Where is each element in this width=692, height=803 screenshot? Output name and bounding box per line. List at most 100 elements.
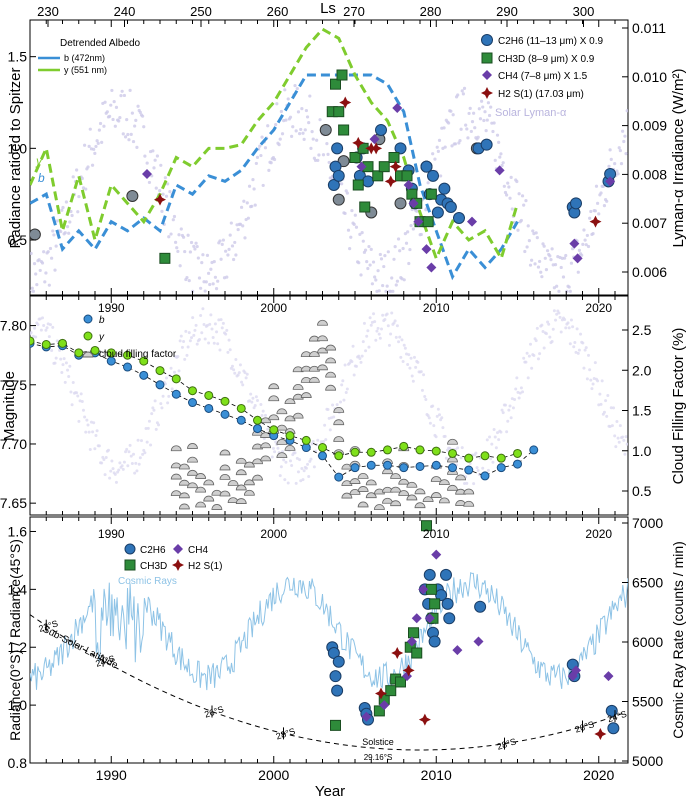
solar-background-point bbox=[167, 394, 171, 398]
solar-lyman-point bbox=[133, 124, 137, 128]
solar-lyman-point bbox=[267, 168, 271, 172]
h2-point bbox=[589, 215, 602, 228]
cloud-factor-point bbox=[187, 456, 198, 463]
solar-background-point bbox=[144, 426, 148, 430]
solar-background-point bbox=[212, 341, 216, 345]
solar-lyman-point bbox=[102, 124, 106, 128]
solar-lyman-point bbox=[560, 256, 564, 260]
solar-background-point bbox=[228, 348, 232, 352]
solar-lyman-point bbox=[365, 260, 369, 264]
solar-lyman-point bbox=[357, 261, 361, 265]
solar-lyman-point bbox=[563, 256, 567, 260]
solar-background-point bbox=[190, 336, 194, 340]
solar-lyman-point bbox=[506, 181, 510, 185]
solar-background-point bbox=[448, 446, 452, 450]
cloud-factor-point bbox=[463, 500, 475, 507]
solar-lyman-point bbox=[381, 283, 385, 288]
solar-lyman-point bbox=[580, 253, 584, 257]
solar-lyman-point bbox=[204, 280, 208, 284]
solar-background-point bbox=[352, 373, 356, 377]
solar-background-point bbox=[366, 329, 370, 333]
solar-background-point bbox=[343, 363, 347, 367]
solar-lyman-point bbox=[366, 266, 370, 271]
solar-background-point bbox=[133, 471, 137, 475]
top-legend-ch4-label: CH4 (7–8 μm) X 1.5 bbox=[498, 71, 588, 82]
solar-background-point bbox=[558, 315, 562, 319]
solar-lyman-point bbox=[550, 247, 554, 251]
solar-lyman-point bbox=[436, 149, 440, 153]
ls-tick-label: 230 bbox=[37, 4, 59, 19]
solar-lyman-point bbox=[593, 209, 597, 213]
solar-background-point bbox=[387, 343, 391, 347]
solar-lyman-point bbox=[350, 208, 354, 213]
cloud-factor-point bbox=[252, 458, 263, 465]
year-tick-label: 2020 bbox=[583, 767, 614, 783]
solar-background-point bbox=[78, 399, 82, 403]
solar-background-point bbox=[394, 335, 398, 339]
solar-background-point bbox=[87, 430, 91, 434]
solar-lyman-point bbox=[200, 261, 204, 265]
cloud-factor-point bbox=[341, 492, 353, 499]
bottom-cosmic-label: Cosmic Rays bbox=[118, 576, 177, 587]
solar-background-point bbox=[617, 440, 621, 444]
solar-lyman-point bbox=[174, 240, 178, 244]
solar-background-point bbox=[185, 353, 189, 357]
solar-background-point bbox=[369, 323, 373, 327]
solar-background-point bbox=[348, 361, 352, 365]
solar-background-point bbox=[106, 448, 110, 452]
middle-legend-y-marker bbox=[83, 331, 93, 341]
y-magnitude-point bbox=[366, 447, 376, 457]
solar-background-point bbox=[416, 360, 420, 364]
solar-background-point bbox=[208, 322, 212, 326]
solar-background-point bbox=[250, 400, 254, 404]
solar-lyman-point bbox=[386, 250, 390, 254]
solar-background-point bbox=[163, 382, 167, 386]
solar-lyman-point bbox=[624, 152, 628, 156]
solar-background-point bbox=[259, 402, 263, 406]
solar-background-point bbox=[364, 349, 368, 353]
cloud-factor-point bbox=[406, 481, 418, 488]
b-magnitude-point bbox=[155, 380, 165, 390]
solar-background-point bbox=[166, 401, 170, 405]
solar-lyman-point bbox=[622, 139, 626, 144]
solar-lyman-point bbox=[37, 258, 41, 262]
solar-lyman-point bbox=[284, 118, 288, 122]
solar-background-point bbox=[60, 371, 64, 375]
solar-lyman-point bbox=[161, 192, 165, 196]
y-magnitude-point bbox=[415, 445, 425, 455]
solar-lyman-point bbox=[55, 219, 59, 223]
y-magnitude-point bbox=[513, 448, 522, 458]
solar-lyman-point bbox=[199, 286, 203, 290]
solar-lyman-point bbox=[169, 232, 173, 236]
solar-background-point bbox=[179, 334, 183, 338]
solar-lyman-point bbox=[528, 263, 533, 267]
h2-point bbox=[402, 664, 415, 677]
solar-lyman-point bbox=[525, 245, 529, 249]
h2-point bbox=[594, 728, 607, 741]
solar-background-point bbox=[612, 406, 616, 410]
bottom-y-axis-label: Radiance(0°S) / Radiance(45°S) bbox=[7, 539, 23, 741]
solar-lyman-point bbox=[442, 126, 446, 130]
solar-lyman-point bbox=[128, 88, 132, 92]
solar-background-point bbox=[524, 360, 528, 364]
solar-lyman-point bbox=[597, 212, 601, 216]
h2-point bbox=[384, 175, 397, 188]
solar-lyman-point bbox=[86, 165, 90, 169]
solar-lyman-point bbox=[69, 209, 73, 214]
ch4-point bbox=[418, 584, 429, 595]
solar-background-point bbox=[486, 468, 490, 472]
solar-lyman-point bbox=[457, 141, 461, 145]
right-y-tick-label: 0.011 bbox=[632, 20, 666, 36]
solar-lyman-point bbox=[489, 105, 493, 109]
solar-background-point bbox=[405, 352, 409, 356]
ch3d-point bbox=[336, 69, 348, 81]
ch3d-point bbox=[395, 676, 406, 688]
solar-lyman-point bbox=[303, 128, 307, 132]
solar-lyman-point bbox=[561, 275, 566, 279]
solar-lyman-point bbox=[582, 228, 586, 232]
cloud-factor-point bbox=[414, 488, 426, 495]
solar-background-point bbox=[344, 391, 348, 395]
ch4-point bbox=[473, 636, 484, 647]
solar-background-point bbox=[126, 464, 130, 468]
solar-background-point bbox=[286, 481, 290, 485]
